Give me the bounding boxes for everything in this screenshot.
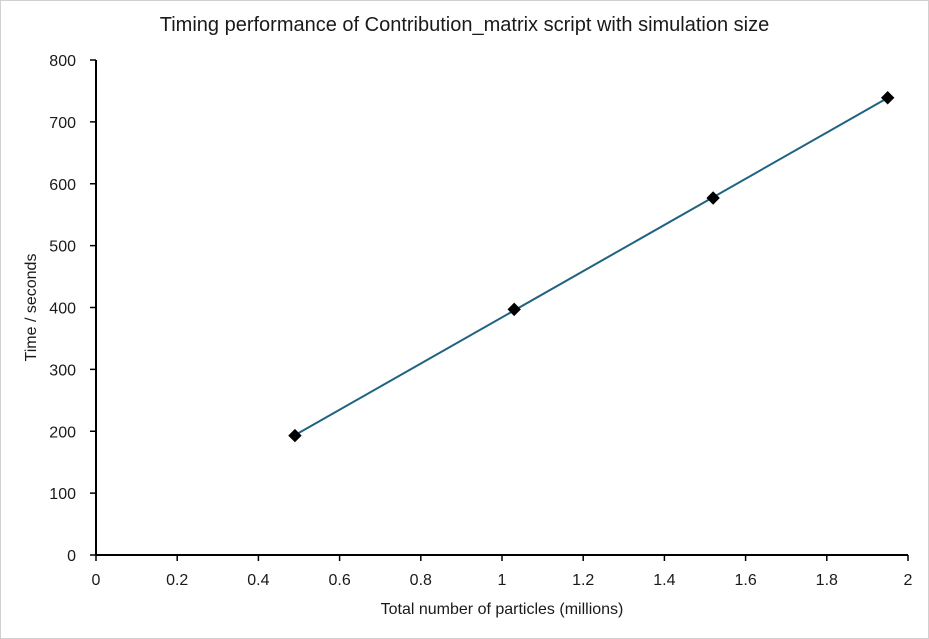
y-tick-label: 700 [49, 115, 76, 132]
data-point [507, 302, 521, 317]
x-tick-label: 0.4 [247, 572, 269, 589]
x-tick-label: 0.2 [166, 572, 188, 589]
y-tick-label: 800 [49, 53, 76, 70]
trendline [294, 97, 889, 437]
y-tick-label: 500 [49, 239, 76, 256]
axes: 0 0.2 0.4 0.6 0.8 1 1.2 1.4 1.6 1.8 2 0 100 200 300 400… [49, 53, 912, 589]
y-tick-label: 600 [49, 177, 76, 194]
data-point [288, 428, 302, 443]
x-tick-label: 0.6 [328, 572, 350, 589]
x-tick-label: 2 [904, 572, 913, 589]
y-tick-label: 300 [49, 362, 76, 379]
y-tick-label: 400 [49, 301, 76, 318]
x-tick-label: 1.8 [816, 572, 838, 589]
x-tick-label: 1.6 [734, 572, 756, 589]
trendline-layer [294, 97, 889, 437]
chart-title: Timing performance of Contribution_matri… [159, 14, 770, 36]
x-tick-label: 0.8 [410, 572, 432, 589]
y-tick-label: 0 [67, 548, 76, 565]
x-axis-label: Total number of particles (millions) [381, 601, 624, 618]
data-point [880, 91, 895, 105]
y-axis-label: Time / seconds [23, 254, 40, 362]
x-tick-label: 1 [498, 572, 507, 589]
x-tick-label: 0 [92, 572, 101, 589]
y-tick-label: 100 [49, 486, 76, 503]
points-layer [288, 91, 895, 443]
y-tick-label: 200 [49, 424, 76, 441]
data-point [706, 191, 720, 205]
x-tick-label: 1.4 [653, 572, 675, 589]
x-tick-label: 1.2 [572, 572, 594, 589]
